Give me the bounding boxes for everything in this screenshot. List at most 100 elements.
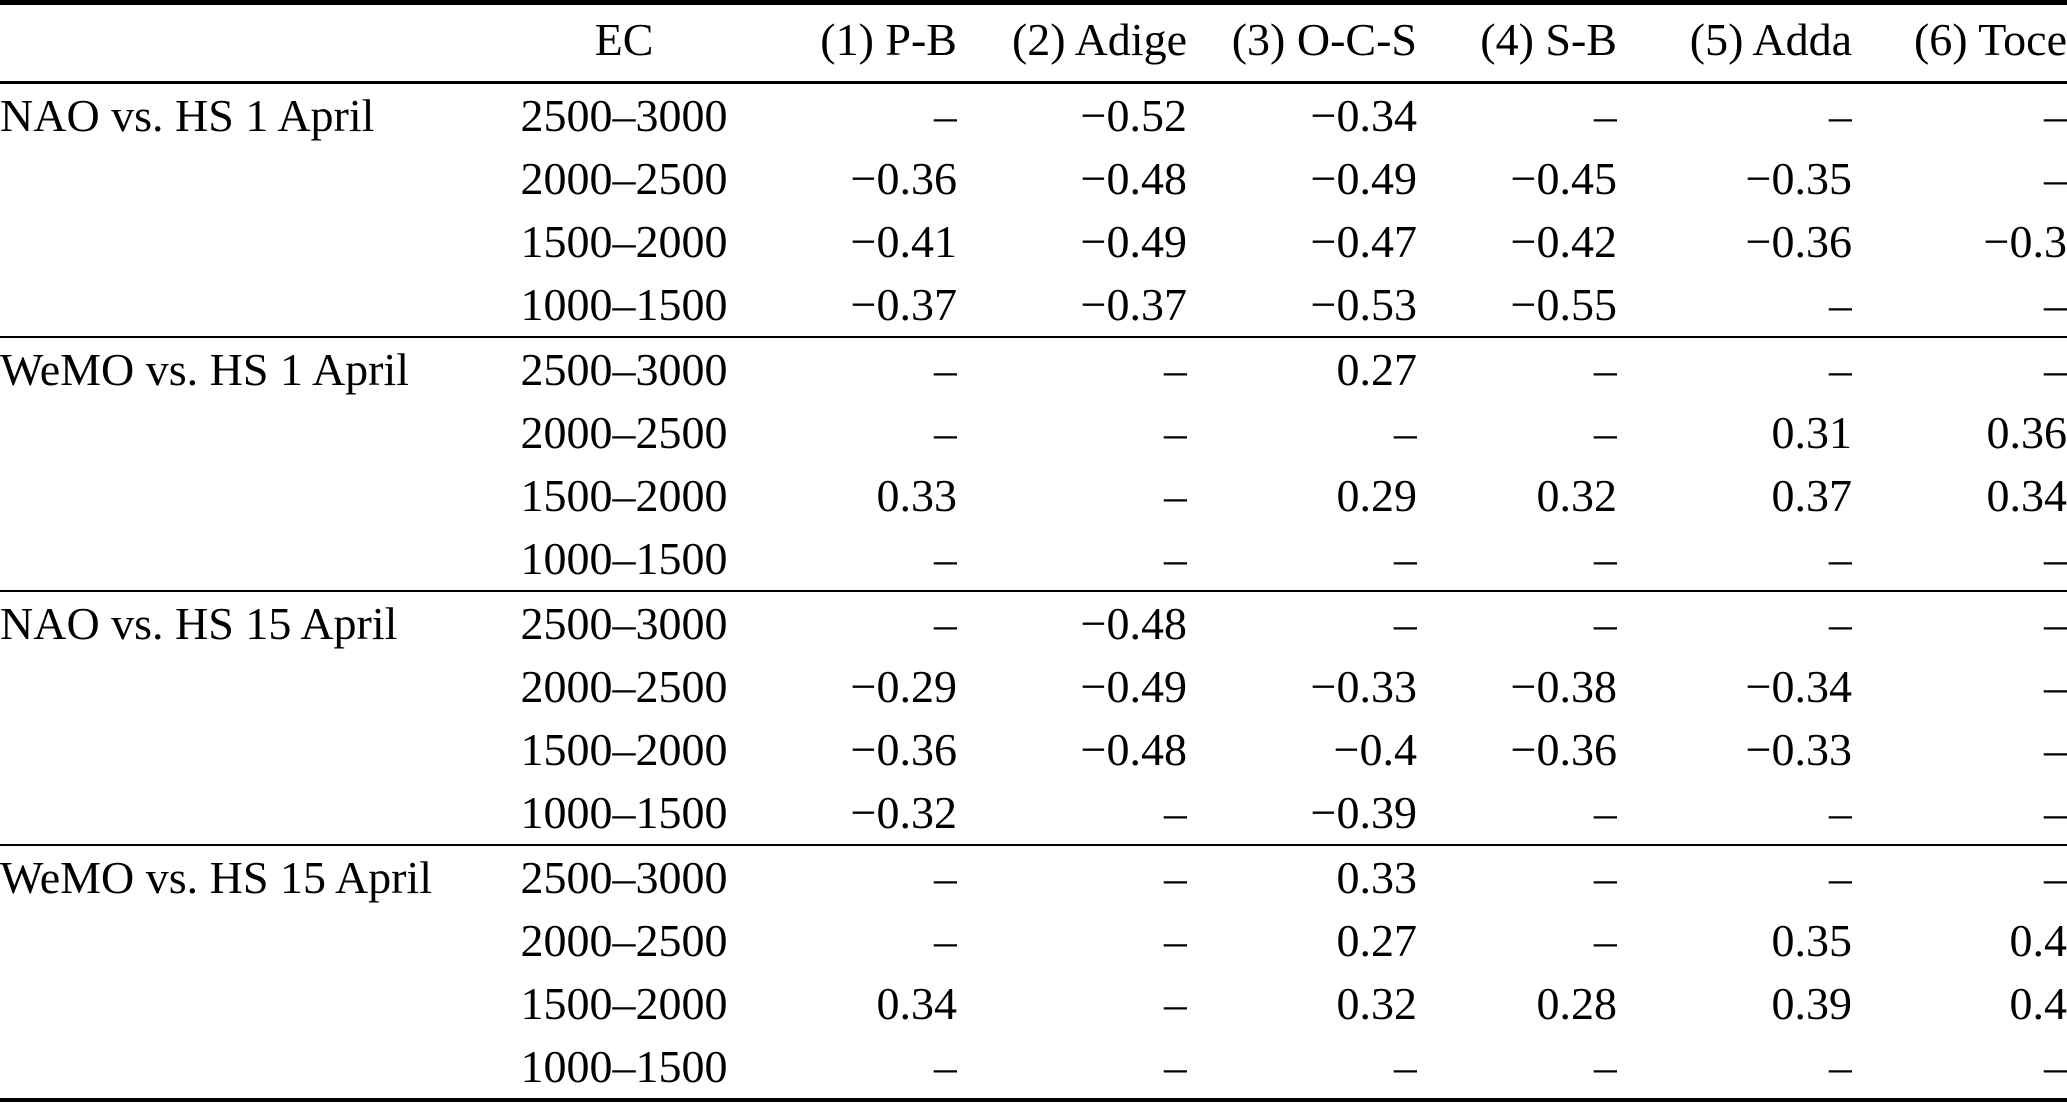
correlation-value-cell: – bbox=[2044, 278, 2067, 330]
table-row: NAO vs. HS 1 April 2500–3000 – −0.52 −0.34 – –… bbox=[0, 83, 2067, 148]
row-group: NAO vs. HS 1 April 2500–3000 – −0.52 −0.34 – –… bbox=[0, 83, 2067, 338]
group-label-spacer bbox=[0, 527, 490, 591]
group-label-spacer bbox=[0, 401, 490, 464]
correlation-value-cell: −0.36 bbox=[850, 152, 957, 204]
col-header-adige: (2) Adige bbox=[957, 2, 1187, 84]
ec-band-cell: 2000–2500 bbox=[520, 152, 728, 204]
row-group: NAO vs. HS 15 April 2500–3000– −0.48– – – –20… bbox=[0, 591, 2067, 845]
correlation-value-cell: – bbox=[1594, 532, 1617, 584]
table-row: WeMO vs. HS 15 April 2500–3000 – – 0.33 – – – bbox=[0, 845, 2067, 909]
correlation-value-cell: – bbox=[2044, 89, 2067, 141]
correlation-value-cell: – bbox=[2044, 152, 2067, 204]
correlation-value-cell: −0.36 bbox=[1510, 723, 1617, 775]
correlation-value-cell: 0.32 bbox=[1336, 977, 1418, 1029]
correlation-value-cell: 0.39 bbox=[1771, 977, 1853, 1029]
table-row: 1000–1500 – – – – – – bbox=[0, 1035, 2067, 1100]
correlation-value-cell: −0.36 bbox=[850, 723, 957, 775]
correlation-value-cell: – bbox=[1164, 977, 1187, 1029]
correlation-value-cell: – bbox=[1594, 851, 1617, 903]
correlation-value-cell: – bbox=[1594, 786, 1617, 838]
group-label-spacer bbox=[0, 210, 490, 273]
group-label-spacer bbox=[0, 655, 490, 718]
correlation-value-cell: – bbox=[1829, 1040, 1852, 1092]
correlation-value-cell: 0.33 bbox=[1336, 851, 1418, 903]
group-label: WeMO vs. HS 15 April bbox=[0, 851, 433, 903]
correlation-value-cell: – bbox=[1164, 532, 1187, 584]
correlation-value-cell: 0.27 bbox=[1336, 914, 1418, 966]
table-row: 2000–2500 – – – – 0.31 0.36 bbox=[0, 401, 2067, 464]
correlation-value-cell: −0.32 bbox=[850, 786, 957, 838]
ec-band-cell: 1000–1500 bbox=[520, 786, 728, 838]
correlation-value-cell: 0.4 bbox=[2009, 914, 2067, 966]
correlation-value-cell: −0.3 bbox=[1983, 215, 2067, 267]
correlation-value-cell: −0.48 bbox=[1080, 597, 1187, 649]
correlation-value-cell: – bbox=[1164, 343, 1187, 395]
col-header-empty bbox=[0, 2, 490, 84]
correlation-value-cell: – bbox=[1594, 89, 1617, 141]
correlation-value-cell: – bbox=[1829, 343, 1852, 395]
correlation-value-cell: – bbox=[1829, 532, 1852, 584]
row-group: WeMO vs. HS 15 April 2500–3000 – – 0.33 – – – 20… bbox=[0, 845, 2067, 1100]
correlation-value-cell: −0.48 bbox=[1080, 152, 1187, 204]
correlation-value-cell: −0.52 bbox=[1080, 89, 1187, 141]
group-label-spacer bbox=[0, 972, 490, 1035]
correlation-value-cell: −0.34 bbox=[1310, 89, 1417, 141]
group-label-spacer bbox=[0, 909, 490, 972]
correlation-value-cell: – bbox=[1829, 597, 1852, 649]
correlation-value-cell: 0.4 bbox=[2009, 977, 2067, 1029]
correlation-value-cell: 0.34 bbox=[876, 977, 958, 1029]
correlation-value-cell: −0.53 bbox=[1310, 278, 1417, 330]
correlation-value-cell: −0.34 bbox=[1745, 660, 1852, 712]
correlation-value-cell: – bbox=[2044, 723, 2067, 775]
correlation-value-cell: 0.29 bbox=[1336, 469, 1418, 521]
correlation-value-cell: – bbox=[934, 406, 957, 458]
ec-band-cell: 1000–1500 bbox=[520, 532, 728, 584]
correlation-value-cell: 0.28 bbox=[1536, 977, 1618, 1029]
correlation-value-cell: – bbox=[934, 89, 957, 141]
correlation-value-cell: – bbox=[934, 851, 957, 903]
correlation-value-cell: −0.42 bbox=[1510, 215, 1617, 267]
col-header-adda: (5) Adda bbox=[1617, 2, 1852, 84]
col-header-ocs: (3) O-C-S bbox=[1187, 2, 1417, 84]
table-row: WeMO vs. HS 1 April 2500–3000 – – 0.27 – – – bbox=[0, 337, 2067, 401]
ec-band-cell: 1000–1500 bbox=[520, 278, 728, 330]
ec-band-cell: 2500–3000 bbox=[520, 851, 728, 903]
col-header-ec: EC bbox=[490, 2, 758, 84]
correlation-value-cell: – bbox=[1594, 343, 1617, 395]
correlation-value-cell: – bbox=[2044, 660, 2067, 712]
correlation-value-cell: −0.4 bbox=[1333, 723, 1417, 775]
correlation-value-cell: – bbox=[1829, 786, 1852, 838]
correlation-value-cell: – bbox=[1394, 597, 1417, 649]
correlation-value-cell: – bbox=[2044, 597, 2067, 649]
group-label-spacer bbox=[0, 273, 490, 337]
ec-band-cell: 1500–2000 bbox=[520, 977, 728, 1029]
correlation-value-cell: −0.33 bbox=[1310, 660, 1417, 712]
correlation-value-cell: – bbox=[1164, 1040, 1187, 1092]
correlation-value-cell: – bbox=[2044, 851, 2067, 903]
correlation-value-cell: −0.49 bbox=[1080, 660, 1187, 712]
correlation-value-cell: 0.31 bbox=[1771, 406, 1853, 458]
correlation-value-cell: – bbox=[1394, 1040, 1417, 1092]
correlation-value-cell: – bbox=[2044, 786, 2067, 838]
ec-band-cell: 2500–3000 bbox=[520, 89, 728, 141]
correlation-value-cell: −0.29 bbox=[850, 660, 957, 712]
correlation-value-cell: – bbox=[934, 597, 957, 649]
correlation-value-cell: −0.47 bbox=[1310, 215, 1417, 267]
correlation-value-cell: −0.36 bbox=[1745, 215, 1852, 267]
ec-band-cell: 2000–2500 bbox=[520, 914, 728, 966]
correlation-value-cell: – bbox=[1394, 406, 1417, 458]
correlation-value-cell: – bbox=[1394, 532, 1417, 584]
table-row: 1500–2000 0.33 – 0.29 0.32 0.37 0.34 bbox=[0, 464, 2067, 527]
ec-band-cell: 1500–2000 bbox=[520, 723, 728, 775]
table-row: 1000–1500 −0.32 – −0.39 – – – bbox=[0, 781, 2067, 845]
group-label-spacer bbox=[0, 718, 490, 781]
correlation-value-cell: – bbox=[2044, 532, 2067, 584]
correlation-value-cell: – bbox=[934, 343, 957, 395]
ec-band-cell: 1000–1500 bbox=[520, 1040, 728, 1092]
table-row: 2000–2500 −0.29 −0.49 −0.33 −0.38 −0.34 – bbox=[0, 655, 2067, 718]
correlation-value-cell: −0.35 bbox=[1745, 152, 1852, 204]
correlation-value-cell: – bbox=[1164, 914, 1187, 966]
group-label: NAO vs. HS 1 April bbox=[0, 89, 375, 141]
table-row: 2000–2500 −0.36 −0.48 −0.49 −0.45 −0.35 – bbox=[0, 147, 2067, 210]
